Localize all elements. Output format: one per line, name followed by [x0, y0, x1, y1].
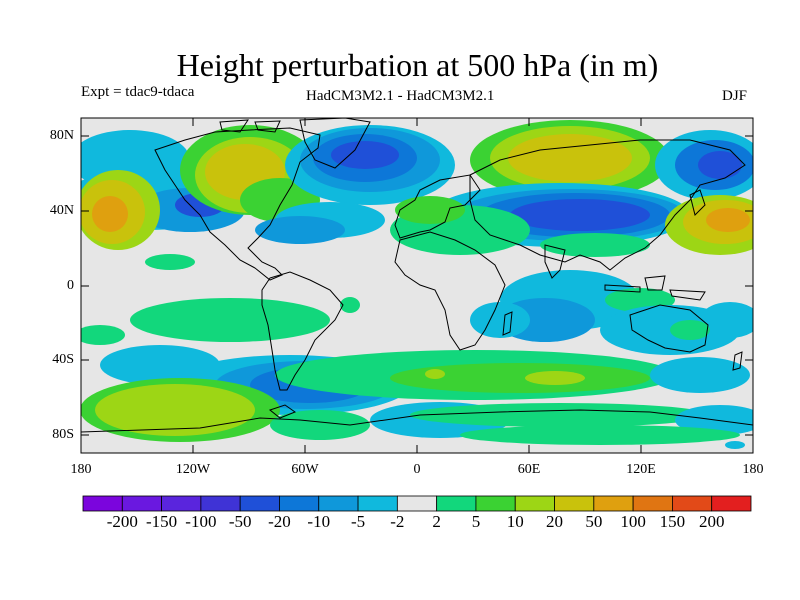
colorbar-swatch	[396, 495, 438, 512]
colorbar-label: 100	[620, 512, 646, 531]
colorbar-swatch	[121, 495, 162, 512]
colorbar-label: -200	[106, 512, 138, 531]
lon-label-60w: 60W	[291, 462, 319, 477]
colorbar-label: 200	[698, 512, 725, 531]
colorbar-swatch	[82, 495, 123, 512]
lat-label-80n: 80N	[49, 128, 74, 143]
colorbar-swatch	[593, 495, 634, 512]
colorbar-label: 20	[546, 512, 564, 531]
colorbar-swatch	[161, 495, 202, 512]
colorbar-swatch	[672, 495, 713, 512]
lat-label-80s: 80S	[52, 427, 74, 442]
colorbar-swatch	[279, 495, 320, 512]
lon-label-180w: 180	[70, 462, 92, 477]
colorbar-label: 50	[585, 512, 603, 531]
colorbar-label: -20	[268, 512, 291, 531]
plot-title: Height perturbation at 500 hPa (in m)	[176, 47, 659, 83]
lon-label-0: 0	[413, 462, 421, 477]
colorbar-label: 5	[471, 512, 481, 531]
colorbar-label: -100	[185, 512, 217, 531]
colorbar-swatch	[475, 495, 516, 512]
colorbar-label: -5	[350, 512, 366, 531]
colorbar-label: 10	[506, 512, 524, 531]
lon-ticks	[192, 118, 642, 453]
experiment-label: Expt = tdac9-tdaca	[81, 84, 195, 100]
lon-label-120w: 120W	[175, 462, 211, 477]
colorbar-swatch	[436, 495, 477, 512]
lat-label-40n: 40N	[49, 203, 74, 218]
colorbar-swatch	[357, 495, 398, 512]
colorbar-swatch	[318, 495, 359, 512]
colorbar	[82, 495, 752, 512]
colorbar-swatch	[239, 495, 280, 512]
lon-label-180e: 180	[742, 462, 764, 477]
lon-label-60e: 60E	[517, 462, 541, 477]
lat-ticks	[81, 135, 753, 436]
colorbar-swatch	[711, 495, 752, 512]
colorbar-label: 2	[432, 512, 441, 531]
contour-field	[81, 118, 753, 453]
colorbar-swatch	[554, 495, 595, 512]
colorbar-swatch	[632, 495, 673, 512]
season-label: DJF	[722, 88, 748, 104]
colorbar-label: -150	[145, 512, 178, 531]
colorbar-label: -2	[390, 512, 405, 531]
colorbar-label: -50	[228, 512, 252, 531]
colorbar-label: -10	[307, 512, 331, 531]
coastlines	[81, 118, 753, 433]
colorbar-label: 150	[659, 512, 686, 531]
colorbar-swatch	[200, 495, 241, 512]
models-label: HadCM3M2.1 - HadCM3M2.1	[306, 88, 495, 104]
colorbar-swatch	[514, 495, 555, 512]
lat-label-40s: 40S	[52, 352, 74, 367]
lon-label-120e: 120E	[626, 462, 656, 477]
lat-label-0: 0	[67, 278, 74, 293]
